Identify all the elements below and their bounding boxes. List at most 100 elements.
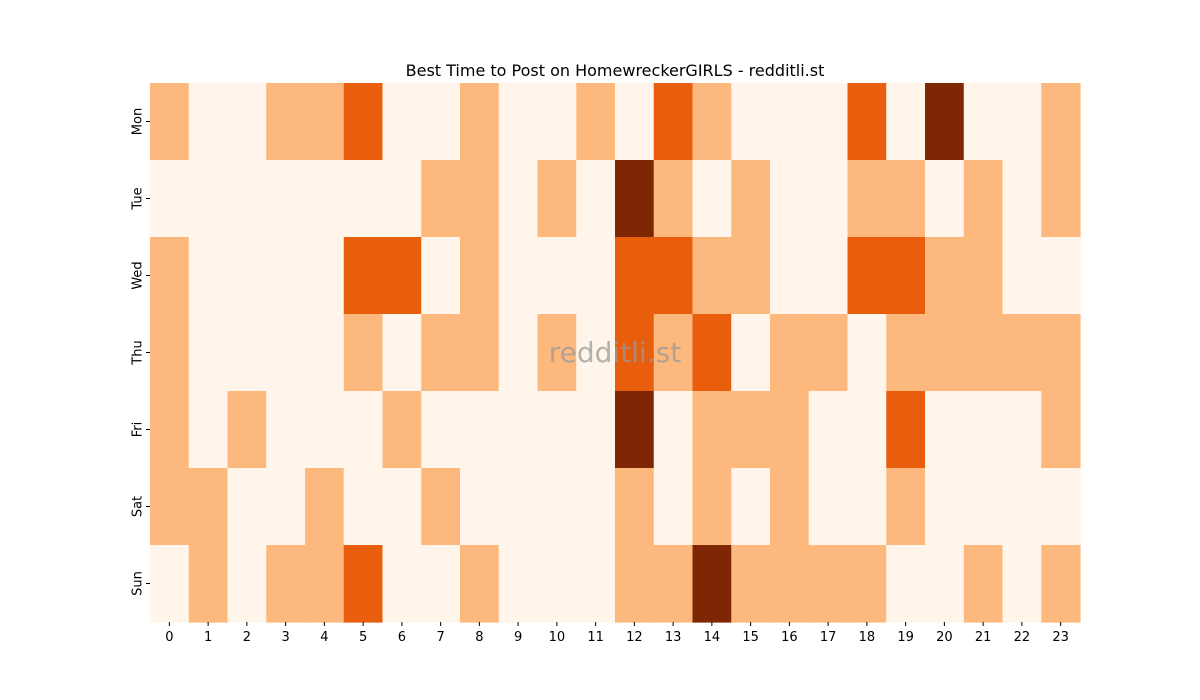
heatmap-cell-sun-18 <box>847 545 887 623</box>
heatmap-cell-tue-23 <box>1041 160 1081 238</box>
heatmap-cell-sun-9 <box>498 545 539 623</box>
heatmap-cell-mon-5 <box>343 83 384 161</box>
heatmap-cell-sun-21 <box>963 545 1004 623</box>
heatmap-cell-sun-13 <box>653 545 694 623</box>
heatmap-cell-thu-0 <box>150 314 190 392</box>
heatmap-cell-sat-2 <box>227 468 267 546</box>
x-tick-label-22: 22 <box>1014 630 1031 645</box>
x-tick-label-18: 18 <box>859 630 876 645</box>
heatmap-cell-wed-12 <box>615 237 655 315</box>
heatmap-cell-mon-1 <box>188 83 229 161</box>
heatmap-cell-wed-14 <box>692 237 732 315</box>
heatmap-cell-thu-20 <box>925 314 965 392</box>
heatmap-cell-thu-5 <box>343 314 384 392</box>
heatmap-cell-wed-11 <box>576 237 616 315</box>
x-tick-label-4: 4 <box>320 630 328 645</box>
heatmap-cell-fri-16 <box>770 391 810 469</box>
heatmap-cell-fri-5 <box>343 391 384 469</box>
heatmap-cell-thu-10 <box>537 314 577 392</box>
heatmap-cell-sun-20 <box>925 545 965 623</box>
heatmap-cell-sat-4 <box>305 468 345 546</box>
x-tick-label-5: 5 <box>359 630 367 645</box>
heatmap-cell-wed-1 <box>188 237 229 315</box>
heatmap-cell-thu-11 <box>576 314 616 392</box>
heatmap-cell-sat-21 <box>963 468 1004 546</box>
heatmap-cell-thu-19 <box>886 314 926 392</box>
heatmap-cell-sun-7 <box>421 545 461 623</box>
heatmap-cell-sun-15 <box>731 545 771 623</box>
heatmap-cell-tue-22 <box>1002 160 1042 238</box>
heatmap-cell-thu-18 <box>847 314 887 392</box>
heatmap-cell-sat-22 <box>1002 468 1042 546</box>
heatmap-cell-sun-8 <box>460 545 500 623</box>
heatmap-cell-sun-14 <box>692 545 732 623</box>
heatmap-cell-thu-8 <box>460 314 500 392</box>
x-tick-label-14: 14 <box>704 630 721 645</box>
heatmap-cell-sun-10 <box>537 545 577 623</box>
heatmap-cell-fri-22 <box>1002 391 1042 469</box>
heatmap-cell-tue-9 <box>498 160 539 238</box>
heatmap-cell-mon-23 <box>1041 83 1081 161</box>
heatmap-cell-tue-19 <box>886 160 926 238</box>
heatmap-cell-tue-2 <box>227 160 267 238</box>
heatmap-cell-wed-8 <box>460 237 500 315</box>
heatmap-cell-wed-22 <box>1002 237 1042 315</box>
heatmap-cell-sat-19 <box>886 468 926 546</box>
x-tick-label-17: 17 <box>820 630 837 645</box>
heatmap-cell-sat-12 <box>615 468 655 546</box>
heatmap-cell-wed-20 <box>925 237 965 315</box>
y-tick-label-wed: Wed <box>131 261 146 289</box>
heatmap-cell-tue-13 <box>653 160 694 238</box>
heatmap-cell-fri-12 <box>615 391 655 469</box>
y-tick-label-sun: Sun <box>131 571 146 596</box>
heatmap-cell-wed-15 <box>731 237 771 315</box>
heatmap-cell-sat-3 <box>266 468 306 546</box>
heatmap-cell-fri-3 <box>266 391 306 469</box>
heatmap-cell-tue-18 <box>847 160 887 238</box>
heatmap-cell-sat-0 <box>150 468 190 546</box>
heatmap-cell-fri-23 <box>1041 391 1081 469</box>
heatmap-cell-wed-9 <box>498 237 539 315</box>
heatmap-cell-wed-19 <box>886 237 926 315</box>
heatmap-cell-sun-17 <box>808 545 849 623</box>
heatmap-cell-mon-10 <box>537 83 577 161</box>
heatmap-cell-sun-1 <box>188 545 229 623</box>
heatmap-cell-fri-14 <box>692 391 732 469</box>
heatmap-cell-tue-20 <box>925 160 965 238</box>
heatmap-cell-fri-17 <box>808 391 849 469</box>
heatmap-cell-mon-8 <box>460 83 500 161</box>
y-axis: Mon Tue Wed Thu Fri Sat Sun <box>131 108 150 596</box>
x-axis: 0 1 2 3 4 5 6 7 8 9 10 11 12 13 14 15 16 17 18 19 20 21 22 23 <box>165 622 1069 645</box>
heatmap-cell-mon-17 <box>808 83 849 161</box>
heatmap-cell-sat-17 <box>808 468 849 546</box>
heatmap-cell-wed-23 <box>1041 237 1081 315</box>
chart-title: Best Time to Post on HomewreckerGIRLS - … <box>406 61 825 80</box>
heatmap-cell-wed-2 <box>227 237 267 315</box>
heatmap-cell-thu-16 <box>770 314 810 392</box>
heatmap-cell-thu-14 <box>692 314 732 392</box>
heatmap-cell-thu-2 <box>227 314 267 392</box>
heatmap-cells <box>150 83 1081 623</box>
heatmap-cell-mon-3 <box>266 83 306 161</box>
heatmap-cell-thu-6 <box>382 314 422 392</box>
heatmap-cell-fri-0 <box>150 391 190 469</box>
x-tick-label-0: 0 <box>165 630 173 645</box>
x-tick-label-11: 11 <box>587 630 604 645</box>
heatmap-cell-thu-22 <box>1002 314 1042 392</box>
x-tick-label-20: 20 <box>936 630 953 645</box>
y-tick-label-sat: Sat <box>131 496 146 517</box>
heatmap-cell-wed-3 <box>266 237 306 315</box>
heatmap-cell-thu-21 <box>963 314 1004 392</box>
heatmap-cell-thu-23 <box>1041 314 1081 392</box>
heatmap-cell-sat-13 <box>653 468 694 546</box>
heatmap-cell-tue-0 <box>150 160 190 238</box>
heatmap-cell-tue-6 <box>382 160 422 238</box>
heatmap-cell-tue-12 <box>615 160 655 238</box>
x-tick-label-6: 6 <box>398 630 406 645</box>
heatmap-cell-wed-21 <box>963 237 1004 315</box>
heatmap-cell-mon-15 <box>731 83 771 161</box>
x-tick-label-13: 13 <box>665 630 682 645</box>
heatmap-cell-mon-16 <box>770 83 810 161</box>
heatmap-cell-wed-17 <box>808 237 849 315</box>
